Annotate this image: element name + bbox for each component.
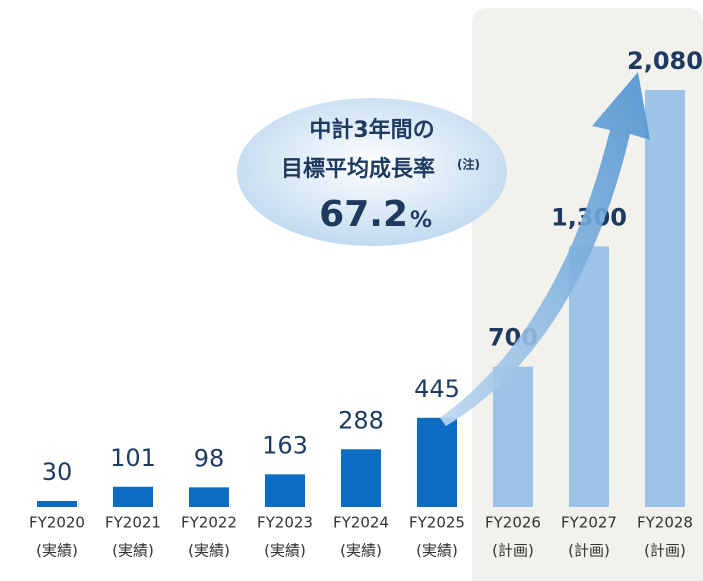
value-label: 98 bbox=[194, 444, 225, 472]
x-tick-label: FY2028 bbox=[637, 514, 693, 532]
x-tick-label: FY2022 bbox=[181, 514, 237, 532]
x-tick-label: FY2026 bbox=[485, 514, 541, 532]
x-tick-label: FY2027 bbox=[561, 514, 617, 532]
x-tick-label: FY2025 bbox=[409, 514, 465, 532]
x-tick-label: FY2020 bbox=[29, 514, 85, 532]
x-tick-sublabel: (実績) bbox=[112, 542, 154, 560]
x-tick-sublabel: (実績) bbox=[36, 542, 78, 560]
bar bbox=[37, 500, 77, 507]
annotation-value: 67.2 bbox=[319, 194, 408, 235]
bar bbox=[341, 449, 381, 507]
value-label: 445 bbox=[414, 375, 460, 403]
bar bbox=[645, 90, 685, 507]
value-label: 30 bbox=[42, 458, 73, 486]
value-label: 101 bbox=[110, 444, 156, 472]
x-tick-sublabel: (計画) bbox=[568, 542, 610, 560]
value-label: 288 bbox=[338, 406, 384, 434]
bar bbox=[189, 487, 229, 507]
x-tick-sublabel: (実績) bbox=[264, 542, 306, 560]
growth-arrow bbox=[440, 72, 650, 426]
value-label: 2,080 bbox=[627, 47, 703, 75]
value-label: 163 bbox=[262, 431, 308, 459]
x-tick-label: FY2024 bbox=[333, 514, 389, 532]
annotation-note: (注) bbox=[457, 157, 480, 172]
annotation-line: 中計3年間の bbox=[309, 117, 434, 143]
x-tick-sublabel: (計画) bbox=[492, 542, 534, 560]
x-tick-label: FY2023 bbox=[257, 514, 313, 532]
bar bbox=[569, 246, 609, 507]
annotation-line: 目標平均成長率 bbox=[281, 156, 435, 182]
x-tick-label: FY2021 bbox=[105, 514, 161, 532]
bar bbox=[113, 486, 153, 507]
annotation-bubble bbox=[237, 98, 507, 246]
bar bbox=[493, 366, 533, 507]
bar bbox=[417, 417, 457, 507]
x-tick-sublabel: (計画) bbox=[644, 542, 686, 560]
bar bbox=[265, 474, 305, 507]
x-tick-sublabel: (実績) bbox=[416, 542, 458, 560]
x-tick-sublabel: (実績) bbox=[188, 542, 230, 560]
x-tick-sublabel: (実績) bbox=[340, 542, 382, 560]
annotation-unit: % bbox=[410, 208, 432, 233]
